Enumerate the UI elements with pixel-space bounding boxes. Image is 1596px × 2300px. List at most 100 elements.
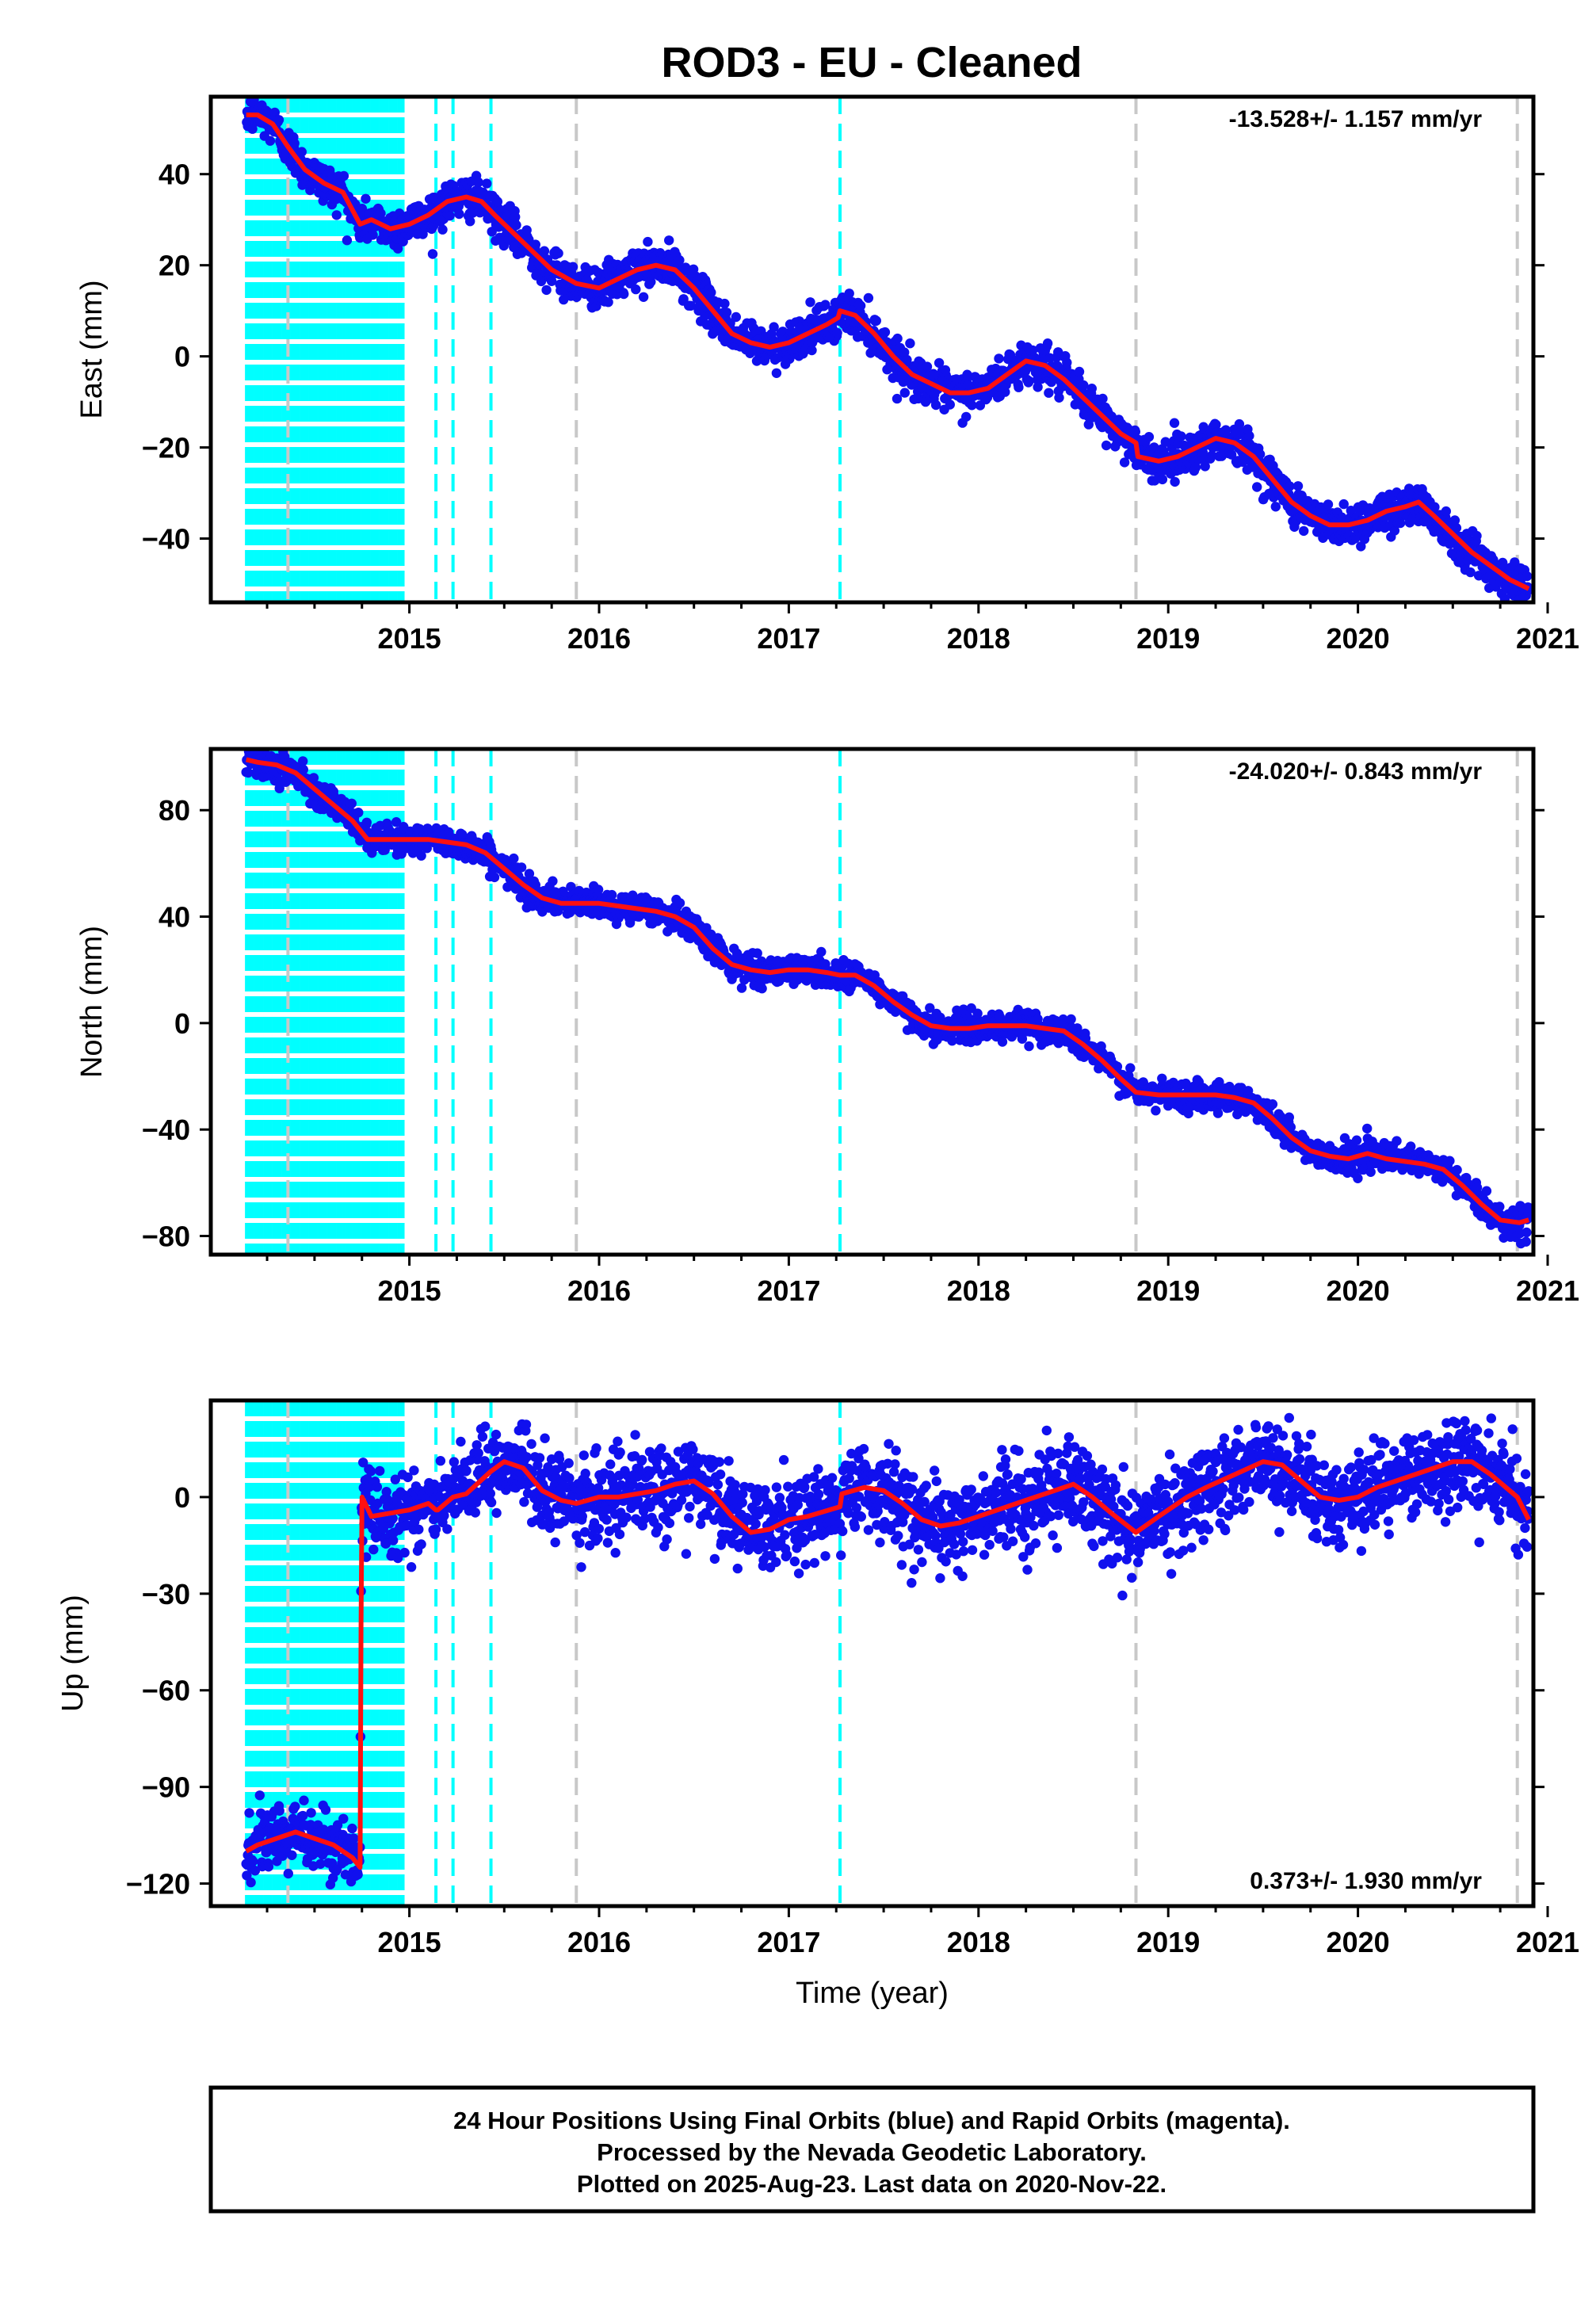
data-point bbox=[1353, 1173, 1363, 1184]
data-point bbox=[482, 178, 492, 189]
data-point bbox=[871, 315, 882, 326]
data-point bbox=[1027, 345, 1038, 356]
data-point bbox=[1276, 1112, 1286, 1122]
data-point bbox=[376, 208, 386, 219]
data-point bbox=[247, 124, 258, 134]
data-point bbox=[1362, 1123, 1373, 1134]
data-point bbox=[1101, 440, 1112, 451]
data-point bbox=[468, 208, 478, 218]
data-point bbox=[1190, 462, 1201, 472]
data-point bbox=[1234, 418, 1245, 430]
data-point bbox=[1017, 1033, 1028, 1044]
data-point bbox=[619, 288, 629, 300]
data-point bbox=[844, 288, 854, 299]
data-point bbox=[1522, 571, 1533, 582]
data-point bbox=[342, 235, 353, 246]
data-point bbox=[967, 400, 977, 411]
data-point bbox=[1285, 481, 1295, 491]
panel-east: 2015 2016 2017 2018 2019 2020 202140200−20−40E… bbox=[75, 82, 1579, 655]
data-point bbox=[962, 369, 972, 380]
data-point bbox=[674, 898, 685, 908]
data-point bbox=[1292, 481, 1304, 491]
data-point bbox=[892, 333, 903, 344]
data-point bbox=[416, 850, 426, 861]
data-point bbox=[289, 138, 300, 149]
data-point bbox=[752, 948, 762, 958]
data-point bbox=[905, 338, 915, 349]
data-point bbox=[1465, 567, 1476, 578]
data-point bbox=[961, 411, 972, 422]
data-point bbox=[427, 249, 438, 259]
data-point bbox=[1323, 499, 1334, 510]
data-point bbox=[1285, 1121, 1296, 1133]
data-point bbox=[1254, 449, 1266, 460]
data-point bbox=[361, 817, 372, 828]
data-point bbox=[816, 946, 827, 957]
data-point bbox=[646, 277, 656, 287]
data-point bbox=[664, 235, 674, 246]
x-tick-label: 2016 bbox=[567, 622, 631, 655]
data-point bbox=[947, 1036, 957, 1046]
data-point bbox=[1024, 1041, 1034, 1052]
data-point bbox=[1449, 515, 1460, 525]
data-point bbox=[1054, 392, 1064, 403]
data-point bbox=[1130, 426, 1141, 437]
rate-label: -13.528+/- 1.157 mm/yr bbox=[1229, 106, 1483, 132]
data-point bbox=[1499, 594, 1510, 602]
data-point bbox=[930, 399, 941, 411]
data-point bbox=[997, 1037, 1008, 1047]
data-point bbox=[1052, 361, 1063, 371]
data-point bbox=[685, 300, 696, 311]
data-point bbox=[1125, 1063, 1136, 1073]
data-point bbox=[242, 82, 251, 92]
data-point bbox=[593, 884, 604, 895]
data-point bbox=[1119, 457, 1130, 468]
data-point bbox=[465, 216, 475, 227]
data-point bbox=[445, 211, 455, 221]
data-point bbox=[273, 115, 284, 125]
y-tick-label: 40 bbox=[158, 159, 190, 191]
data-point bbox=[1338, 499, 1349, 510]
data-point bbox=[1284, 1112, 1295, 1122]
y-tick-label: 0 bbox=[174, 341, 190, 373]
x-tick-label: 2017 bbox=[757, 622, 820, 655]
x-tick-label: 2021 bbox=[1516, 622, 1579, 655]
plot-area bbox=[241, 749, 1533, 1255]
data-point bbox=[678, 294, 689, 304]
model-line bbox=[246, 113, 1530, 591]
x-tick-label: 2020 bbox=[1327, 622, 1390, 655]
data-point bbox=[674, 255, 685, 266]
data-point bbox=[489, 872, 500, 883]
data-point bbox=[511, 220, 521, 231]
plot-frame bbox=[208, 94, 1536, 605]
data-point bbox=[606, 889, 617, 900]
data-point bbox=[1211, 419, 1221, 430]
data-point bbox=[1441, 506, 1452, 517]
data-point bbox=[1252, 482, 1262, 492]
data-point bbox=[880, 327, 891, 338]
data-point bbox=[1356, 541, 1366, 552]
data-point bbox=[1351, 1135, 1362, 1145]
data-point bbox=[298, 756, 308, 766]
data-point bbox=[1267, 1099, 1278, 1110]
plot-area bbox=[242, 82, 1533, 613]
data-point bbox=[1270, 502, 1281, 512]
data-point bbox=[899, 388, 911, 398]
data-point bbox=[925, 1003, 935, 1014]
data-point bbox=[721, 308, 732, 318]
data-point bbox=[298, 764, 308, 775]
data-point bbox=[1062, 357, 1072, 368]
data-point bbox=[1044, 388, 1054, 398]
data-point bbox=[805, 297, 815, 308]
data-point bbox=[296, 147, 307, 157]
data-point bbox=[1522, 603, 1531, 613]
data-point bbox=[1074, 366, 1085, 377]
data-point bbox=[1207, 450, 1217, 460]
x-tick-label: 2019 bbox=[1136, 622, 1200, 655]
data-point bbox=[807, 345, 817, 356]
data-point bbox=[771, 368, 782, 378]
data-point bbox=[473, 177, 483, 188]
data-point bbox=[331, 210, 342, 220]
cyan-event-band bbox=[245, 97, 405, 602]
data-point bbox=[437, 224, 448, 235]
